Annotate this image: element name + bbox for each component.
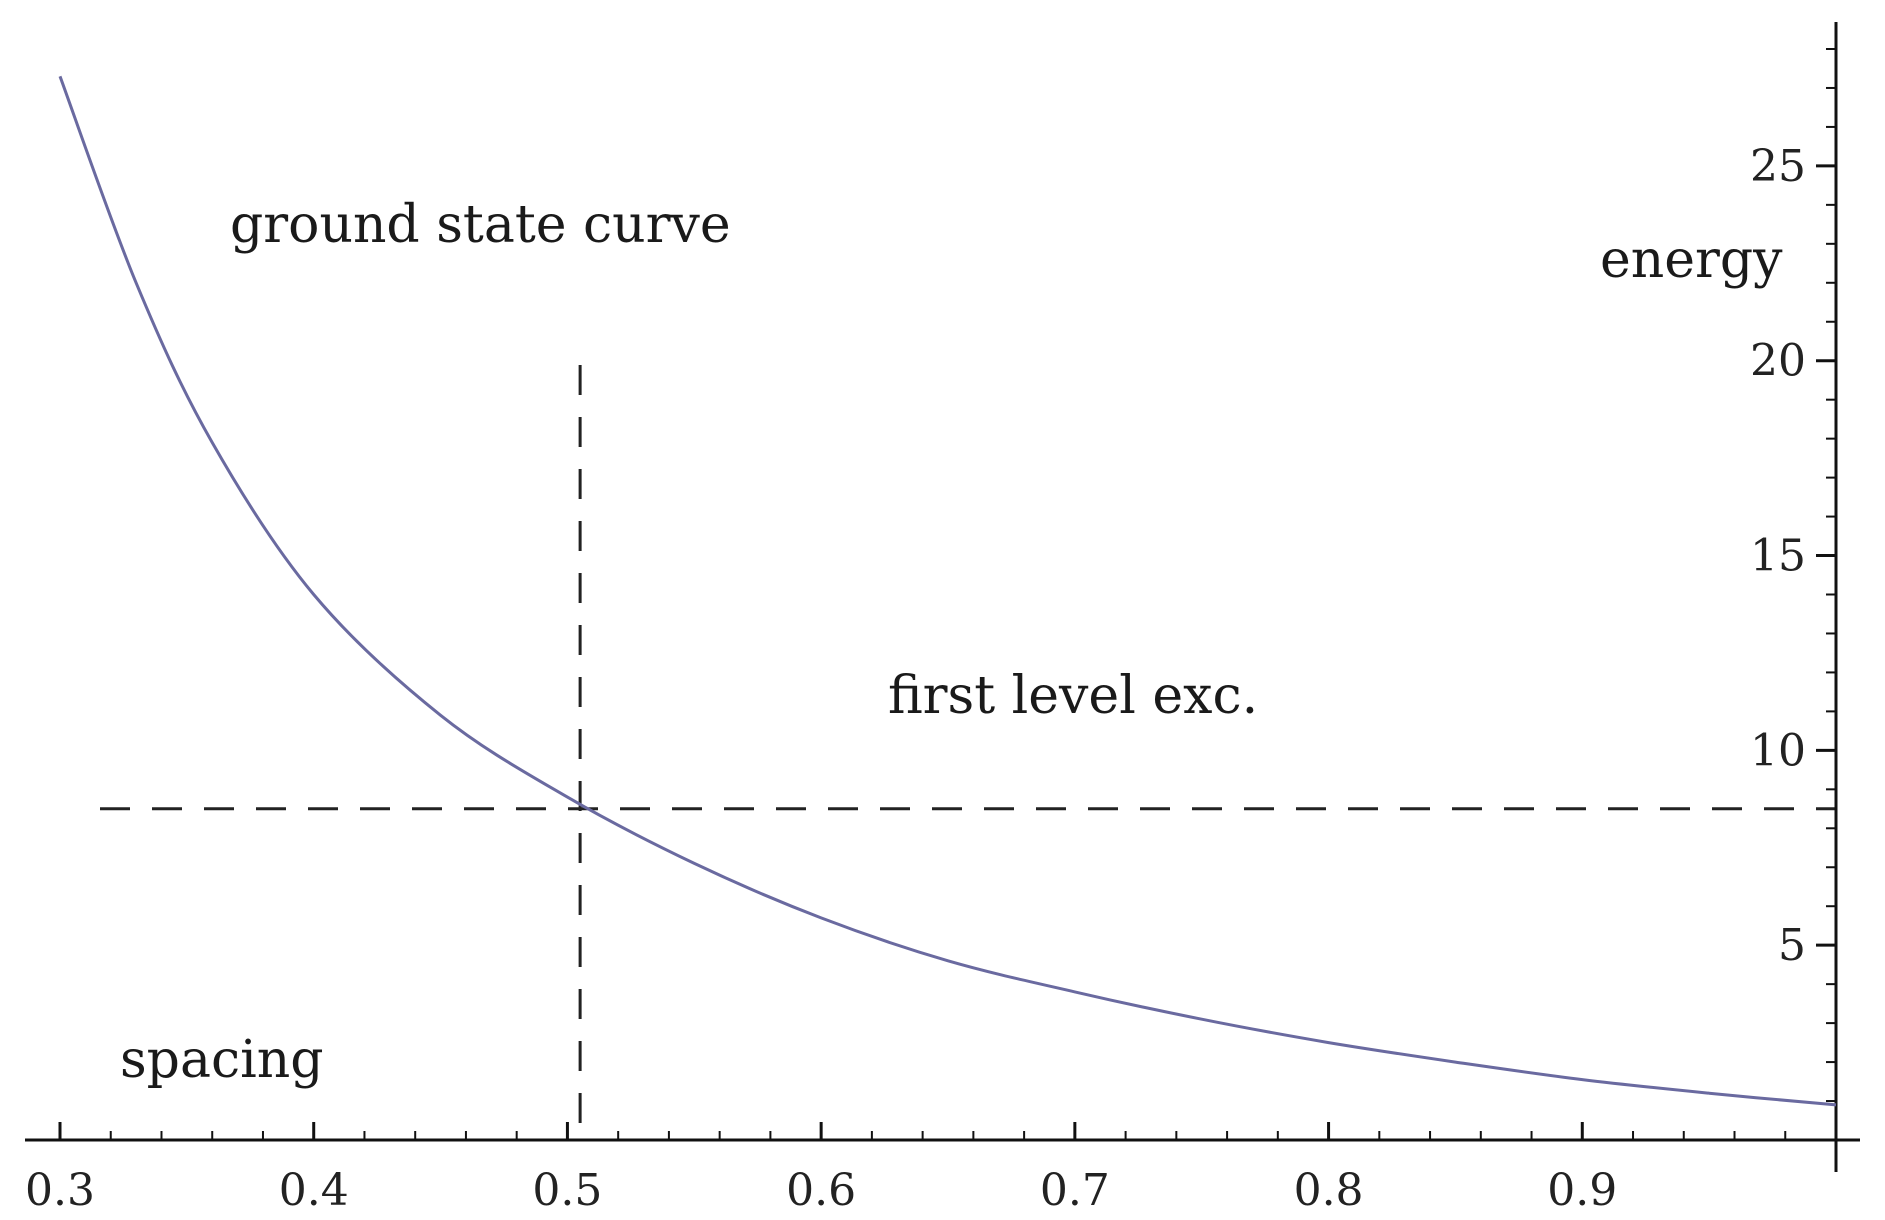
x-axis-label: spacing <box>120 1030 324 1090</box>
x-tick-label: 0.4 <box>279 1165 349 1216</box>
x-tick-label: 0.9 <box>1547 1165 1617 1216</box>
annotation-ground-state-curve: ground state curve <box>230 195 731 255</box>
y-tick-label: 15 <box>1750 531 1806 582</box>
x-tick-label: 0.7 <box>1040 1165 1110 1216</box>
axes <box>25 22 1860 1172</box>
y-tick-label: 20 <box>1750 336 1806 387</box>
y-axis-label: energy <box>1600 230 1783 290</box>
y-tick-label: 25 <box>1750 141 1806 192</box>
y-tick-label: 10 <box>1750 725 1806 776</box>
y-tick-label: 5 <box>1778 920 1806 971</box>
x-tick-label: 0.8 <box>1294 1165 1364 1216</box>
x-tick-label: 0.6 <box>786 1165 856 1216</box>
reference-lines <box>100 365 1836 1140</box>
x-tick-label: 0.5 <box>532 1165 602 1216</box>
x-tick-label: 0.3 <box>25 1165 95 1216</box>
annotation-first-level-exc: first level exc. <box>888 666 1258 726</box>
series-line-0 <box>58 75 1837 1107</box>
tick-labels: 0.3 0.4 0.5 0.6 0.7 0.8 0.9 5 10 15 20 25 <box>25 141 1806 1216</box>
series-group <box>58 75 1837 1107</box>
